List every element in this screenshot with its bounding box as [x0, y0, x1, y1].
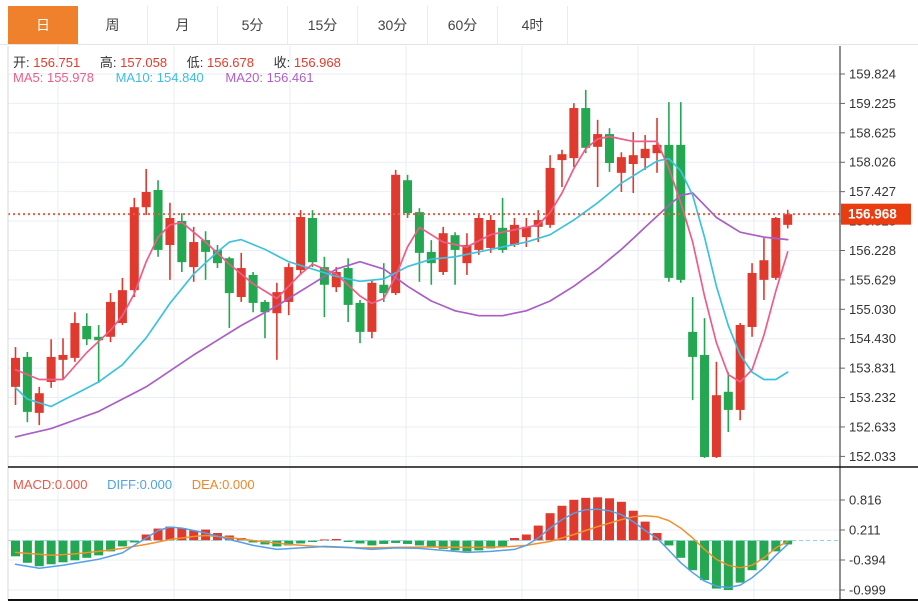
ma-readout: MA5: 155.978 MA10: 154.840 MA20: 156.461 — [13, 70, 332, 85]
dea-value-readout: DEA:0.000 — [191, 477, 255, 492]
price-y-axis: 159.824159.225158.625158.026157.427156.8… — [840, 67, 896, 464]
svg-text:159.824: 159.824 — [849, 67, 896, 82]
svg-text:156.968: 156.968 — [848, 207, 897, 222]
low-readout: 低: 156.678 — [186, 55, 254, 70]
tab-5min[interactable]: 5分 — [218, 6, 288, 44]
tab-15min[interactable]: 15分 — [288, 6, 358, 44]
svg-text:154.430: 154.430 — [849, 331, 896, 346]
svg-text:155.030: 155.030 — [849, 302, 896, 317]
svg-text:152.033: 152.033 — [849, 449, 896, 464]
svg-text:158.625: 158.625 — [849, 125, 896, 140]
svg-text:0.211: 0.211 — [849, 523, 881, 538]
candlestick-layer — [11, 89, 793, 459]
tab-4hour[interactable]: 4时 — [498, 6, 568, 44]
svg-text:153.831: 153.831 — [849, 361, 896, 376]
high-readout: 高: 157.058 — [99, 55, 168, 70]
ohlc-readout: 开: 156.751 高: 157.058 低: 156.678 收: 156.… — [13, 52, 357, 71]
macd-y-axis: 0.816 0.211 -0.394 -0.999 — [840, 493, 886, 598]
tab-month[interactable]: 月 — [148, 6, 218, 44]
ma20-readout: MA20: 156.461 — [225, 70, 314, 85]
svg-text:0.816: 0.816 — [849, 493, 882, 508]
tabbar-underline — [0, 44, 918, 45]
close-readout: 收: 156.968 — [273, 55, 341, 70]
ma10-readout: MA10: 154.840 — [115, 70, 204, 85]
tab-day[interactable]: 日 — [8, 6, 78, 44]
svg-text:155.629: 155.629 — [849, 272, 896, 287]
diff-value-readout: DIFF:0.000 — [107, 477, 173, 492]
svg-text:158.026: 158.026 — [849, 155, 896, 170]
svg-text:159.225: 159.225 — [849, 96, 896, 111]
panel-borders — [7, 46, 918, 601]
tab-30min[interactable]: 30分 — [358, 6, 428, 44]
tab-week[interactable]: 周 — [78, 6, 148, 44]
timeframe-tabbar: 日 周 月 5分 15分 30分 60分 4时 — [8, 6, 568, 44]
svg-text:153.232: 153.232 — [849, 390, 896, 405]
tab-60min[interactable]: 60分 — [428, 6, 498, 44]
diff-line — [14, 508, 789, 589]
macd-readout: MACD:0.000 DIFF:0.000 DEA:0.000 — [13, 477, 271, 492]
ma5-readout: MA5: 155.978 — [13, 70, 94, 85]
macd-value-readout: MACD:0.000 — [13, 477, 88, 492]
open-readout: 开: 156.751 — [13, 55, 81, 70]
last-price-badge: 156.968 — [841, 203, 911, 225]
ma10-line — [14, 157, 789, 408]
svg-text:-0.999: -0.999 — [849, 583, 886, 598]
svg-text:156.228: 156.228 — [849, 243, 896, 258]
ma5-line — [14, 135, 789, 383]
svg-text:157.427: 157.427 — [849, 184, 896, 199]
svg-text:152.633: 152.633 — [849, 419, 896, 434]
svg-text:-0.394: -0.394 — [849, 553, 886, 568]
